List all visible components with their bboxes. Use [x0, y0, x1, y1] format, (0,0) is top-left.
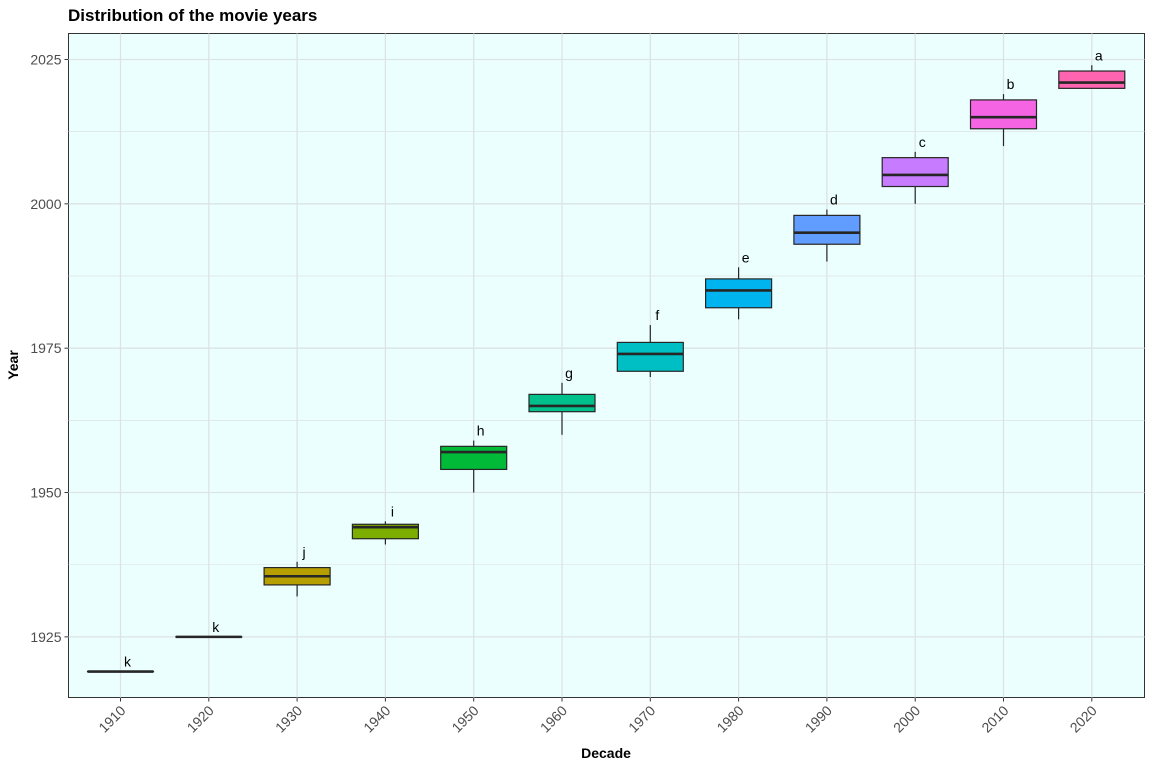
group-letter-label: c	[919, 134, 926, 150]
group-letter-label: h	[477, 423, 485, 439]
y-tick-label: 2025	[30, 51, 61, 67]
x-tick-label: 1930	[272, 702, 305, 735]
group-letter-label: d	[830, 192, 838, 208]
group-letter-label: j	[302, 544, 306, 560]
y-tick-label: 1975	[30, 340, 61, 356]
box-body	[881, 157, 949, 188]
box-1990: d	[793, 192, 861, 262]
x-tick-label: 2010	[978, 702, 1011, 735]
y-axis-title: Year	[5, 350, 21, 380]
box-1960: g	[528, 365, 596, 435]
box-body	[1058, 70, 1126, 89]
group-letter-label: a	[1095, 47, 1103, 63]
box-2010: b	[969, 76, 1038, 147]
x-tick-label: 2020	[1067, 702, 1100, 735]
x-axis: 1910 1920 1930 1940 1950 1960 1970 1980 1990 2000…	[95, 697, 1100, 736]
box-1910: k	[86, 654, 155, 673]
box-body	[440, 445, 508, 471]
x-tick-label: 1950	[448, 702, 481, 735]
chart-title: Distribution of the movie years	[68, 6, 317, 25]
box-body	[704, 278, 773, 309]
box-1970: f	[616, 307, 684, 378]
y-tick-label: 1925	[30, 629, 61, 645]
group-letter-label: k	[124, 654, 132, 670]
y-tick-label: 1950	[30, 485, 61, 501]
box-1980: e	[704, 249, 773, 320]
group-letter-label: b	[1007, 76, 1015, 92]
box-body	[793, 214, 861, 245]
y-tick-label: 2000	[30, 196, 61, 212]
x-tick-label: 1980	[713, 702, 746, 735]
box-1930: j	[263, 544, 331, 597]
box-2020: a	[1058, 47, 1126, 89]
x-tick-label: 1960	[537, 702, 570, 735]
x-tick-label: 1990	[802, 702, 835, 735]
plot-panel	[68, 33, 1145, 698]
group-letter-label: i	[391, 503, 394, 519]
group-letter-label: e	[742, 249, 750, 265]
x-tick-label: 1920	[184, 702, 217, 735]
group-letter-label: k	[212, 619, 220, 635]
box-1920: k	[175, 619, 243, 639]
x-tick-label: 2000	[890, 702, 923, 735]
grid-lines	[68, 33, 1145, 698]
x-tick-label: 1910	[95, 702, 128, 735]
box-series: k k j i h g f e d c b a	[86, 47, 1126, 673]
x-axis-title: Decade	[581, 745, 631, 761]
box-body	[616, 341, 684, 372]
box-1950: h	[440, 423, 508, 493]
box-body	[528, 393, 596, 413]
group-letter-label: f	[655, 307, 659, 323]
group-letter-label: g	[565, 365, 573, 381]
box-body	[969, 99, 1038, 130]
x-tick-label: 1970	[625, 702, 658, 735]
box-2000: c	[881, 134, 949, 204]
box-1940: i	[351, 503, 419, 545]
y-axis: 1925 1950 1975 2000 2025	[30, 51, 69, 645]
x-tick-label: 1940	[360, 702, 393, 735]
